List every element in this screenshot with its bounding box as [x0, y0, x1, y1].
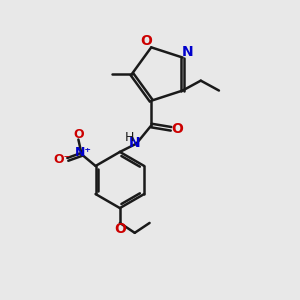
Text: O: O	[140, 34, 152, 48]
Text: N: N	[129, 136, 140, 150]
Text: O⁻: O⁻	[53, 153, 70, 166]
Text: O: O	[114, 222, 126, 236]
Text: O: O	[73, 128, 84, 141]
Text: N: N	[182, 45, 194, 58]
Text: O: O	[171, 122, 183, 136]
Text: H: H	[124, 131, 134, 144]
Text: N⁺: N⁺	[75, 146, 92, 159]
